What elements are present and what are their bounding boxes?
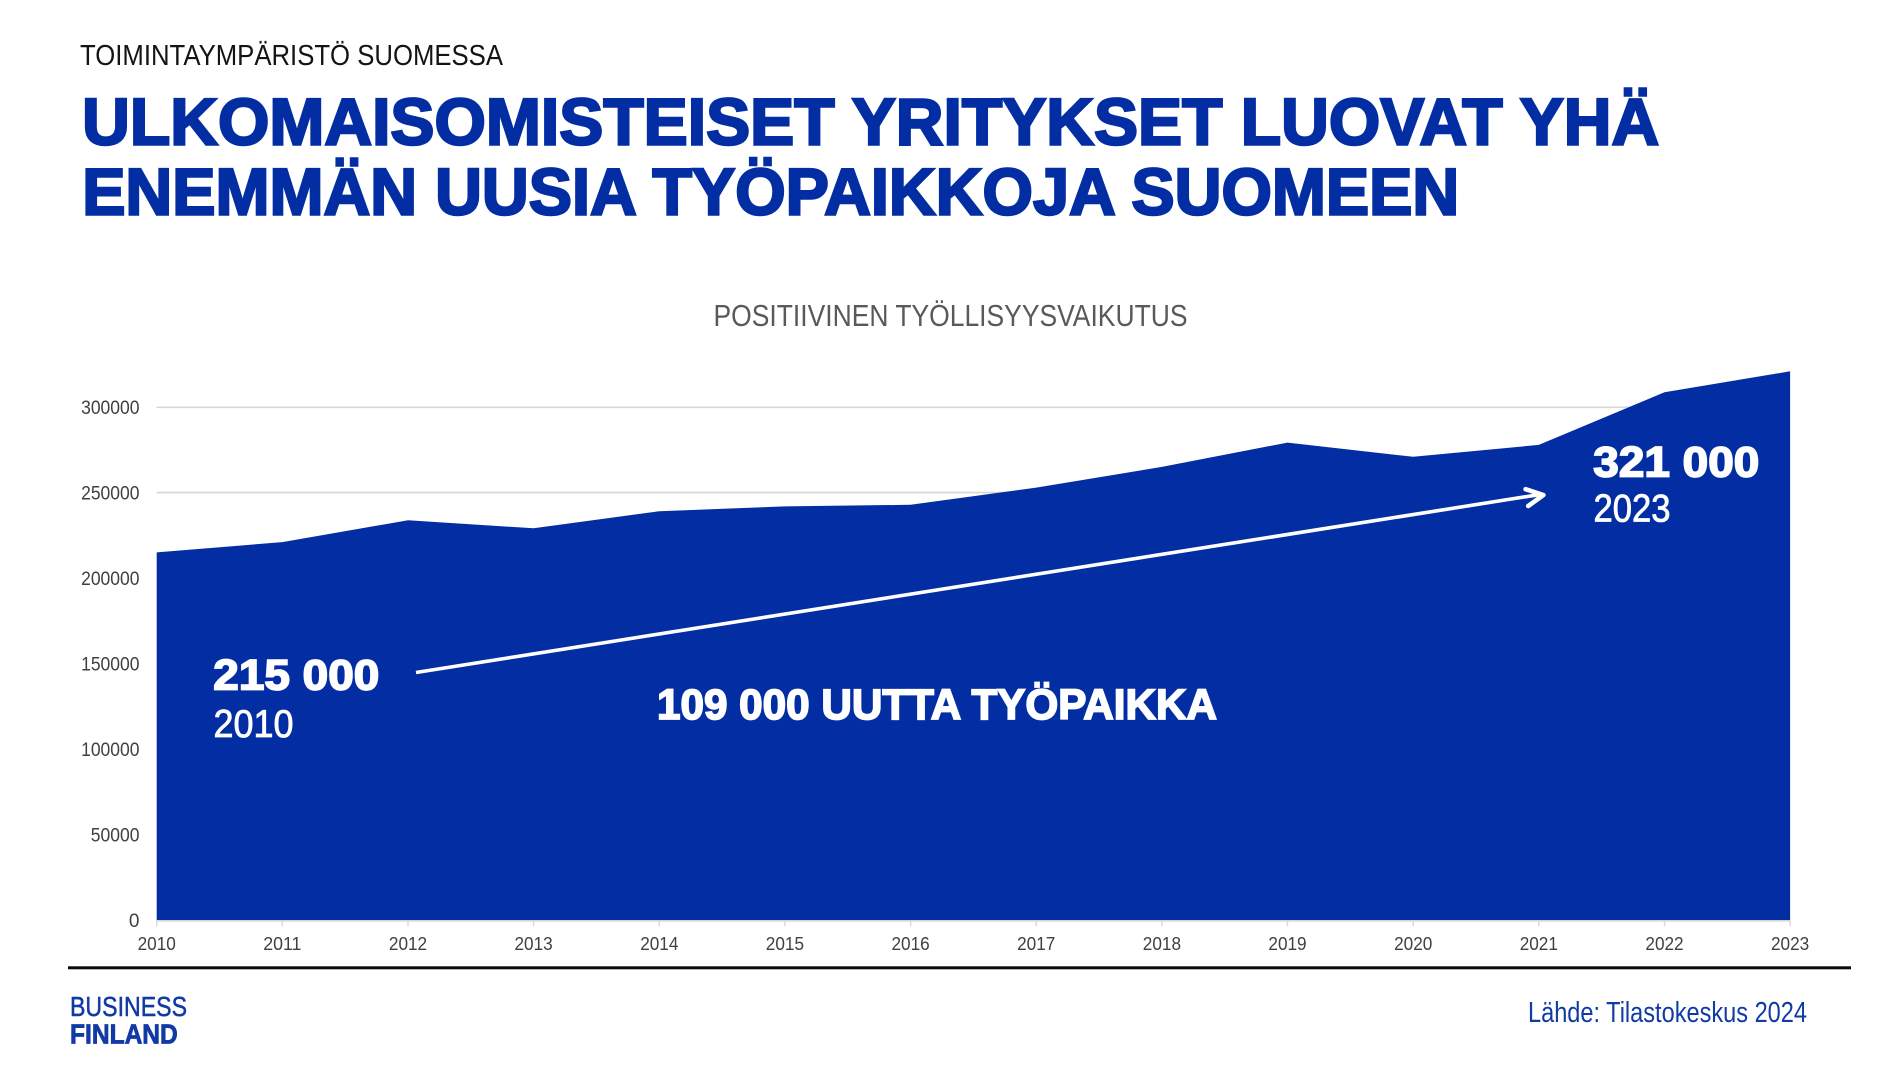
svg-text:2017: 2017: [1017, 934, 1055, 954]
svg-text:50000: 50000: [91, 825, 140, 846]
svg-text:2015: 2015: [766, 934, 804, 954]
svg-text:2013: 2013: [515, 934, 553, 954]
svg-text:321 000: 321 000: [1593, 439, 1759, 486]
svg-text:2010: 2010: [214, 703, 294, 746]
svg-text:BUSINESS: BUSINESS: [70, 991, 187, 1022]
svg-text:2021: 2021: [1520, 934, 1558, 954]
svg-text:2020: 2020: [1394, 934, 1432, 954]
svg-text:TOIMINTAYMPÄRISTÖ SUOMESSA: TOIMINTAYMPÄRISTÖ SUOMESSA: [80, 40, 503, 72]
svg-text:200000: 200000: [81, 569, 139, 590]
svg-text:2011: 2011: [263, 934, 301, 954]
svg-text:POSITIIVINEN TYÖLLISYYSVAIKUTU: POSITIIVINEN TYÖLLISYYSVAIKUTUS: [714, 298, 1188, 333]
svg-text:ULKOMAISOMISTEISET YRITYKSET L: ULKOMAISOMISTEISET YRITYKSET LUOVAT YHÄ: [82, 84, 1659, 158]
svg-text:2018: 2018: [1143, 934, 1181, 954]
svg-text:215 000: 215 000: [213, 653, 379, 700]
svg-text:2014: 2014: [640, 934, 678, 954]
svg-text:0: 0: [129, 911, 140, 932]
svg-text:2019: 2019: [1268, 934, 1306, 954]
svg-text:100000: 100000: [81, 740, 139, 761]
svg-text:2022: 2022: [1645, 934, 1683, 954]
svg-text:250000: 250000: [81, 483, 139, 504]
svg-text:2023: 2023: [1771, 934, 1809, 954]
svg-text:ENEMMÄN UUSIA TYÖPAIKKOJA SUOM: ENEMMÄN UUSIA TYÖPAIKKOJA SUOMEEN: [82, 154, 1459, 228]
svg-text:2010: 2010: [138, 934, 176, 954]
svg-text:150000: 150000: [81, 654, 139, 675]
svg-text:2012: 2012: [389, 934, 427, 954]
svg-text:FINLAND: FINLAND: [70, 1019, 178, 1050]
svg-text:109 000 UUTTA TYÖPAIKKA: 109 000 UUTTA TYÖPAIKKA: [657, 682, 1217, 729]
svg-text:300000: 300000: [81, 398, 139, 419]
svg-text:Lähde: Tilastokeskus 2024: Lähde: Tilastokeskus 2024: [1528, 997, 1807, 1029]
svg-text:2016: 2016: [892, 934, 930, 954]
svg-text:2023: 2023: [1594, 487, 1671, 530]
